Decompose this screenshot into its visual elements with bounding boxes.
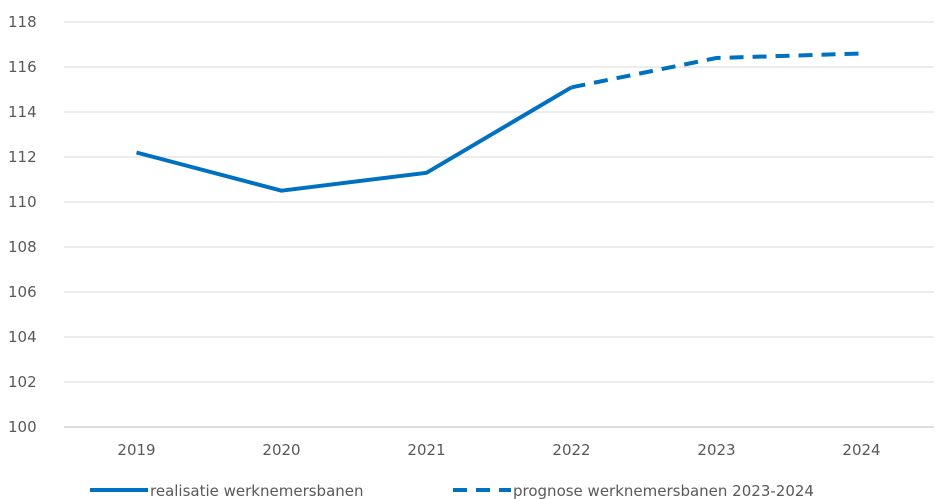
y-tick-label-118: 118 [8, 13, 37, 31]
x-tick-label-2024: 2024 [842, 441, 880, 459]
x-tick-label-2022: 2022 [552, 441, 590, 459]
legend-label-prognose: prognose werknemersbanen 2023-2024 [513, 482, 814, 499]
y-tick-label-114: 114 [8, 103, 37, 121]
gridlines [64, 21, 934, 428]
y-axis-tick-labels: 100 102 104 106 108 110 112 114 116 118 [8, 13, 37, 436]
y-tick-label-106: 106 [8, 283, 37, 301]
y-tick-label-110: 110 [8, 193, 37, 211]
x-axis-tick-labels: 2019 2020 2021 2022 2023 2024 [117, 441, 880, 459]
y-tick-label-108: 108 [8, 238, 37, 256]
x-tick-label-2019: 2019 [117, 441, 155, 459]
y-tick-label-100: 100 [8, 418, 37, 436]
y-tick-label-104: 104 [8, 328, 37, 346]
legend-label-realisatie: realisatie werknemersbanen [150, 482, 364, 499]
x-tick-label-2023: 2023 [697, 441, 735, 459]
series-line-realisatie [135, 85, 573, 193]
y-tick-label-102: 102 [8, 373, 37, 391]
legend: realisatie werknemersbanen prognose werk… [90, 482, 814, 499]
series-line-prognose [571, 51, 862, 90]
x-tick-label-2020: 2020 [262, 441, 300, 459]
y-tick-label-116: 116 [8, 58, 37, 76]
x-tick-label-2021: 2021 [407, 441, 445, 459]
series-lines [135, 51, 862, 193]
y-tick-label-112: 112 [8, 148, 37, 166]
